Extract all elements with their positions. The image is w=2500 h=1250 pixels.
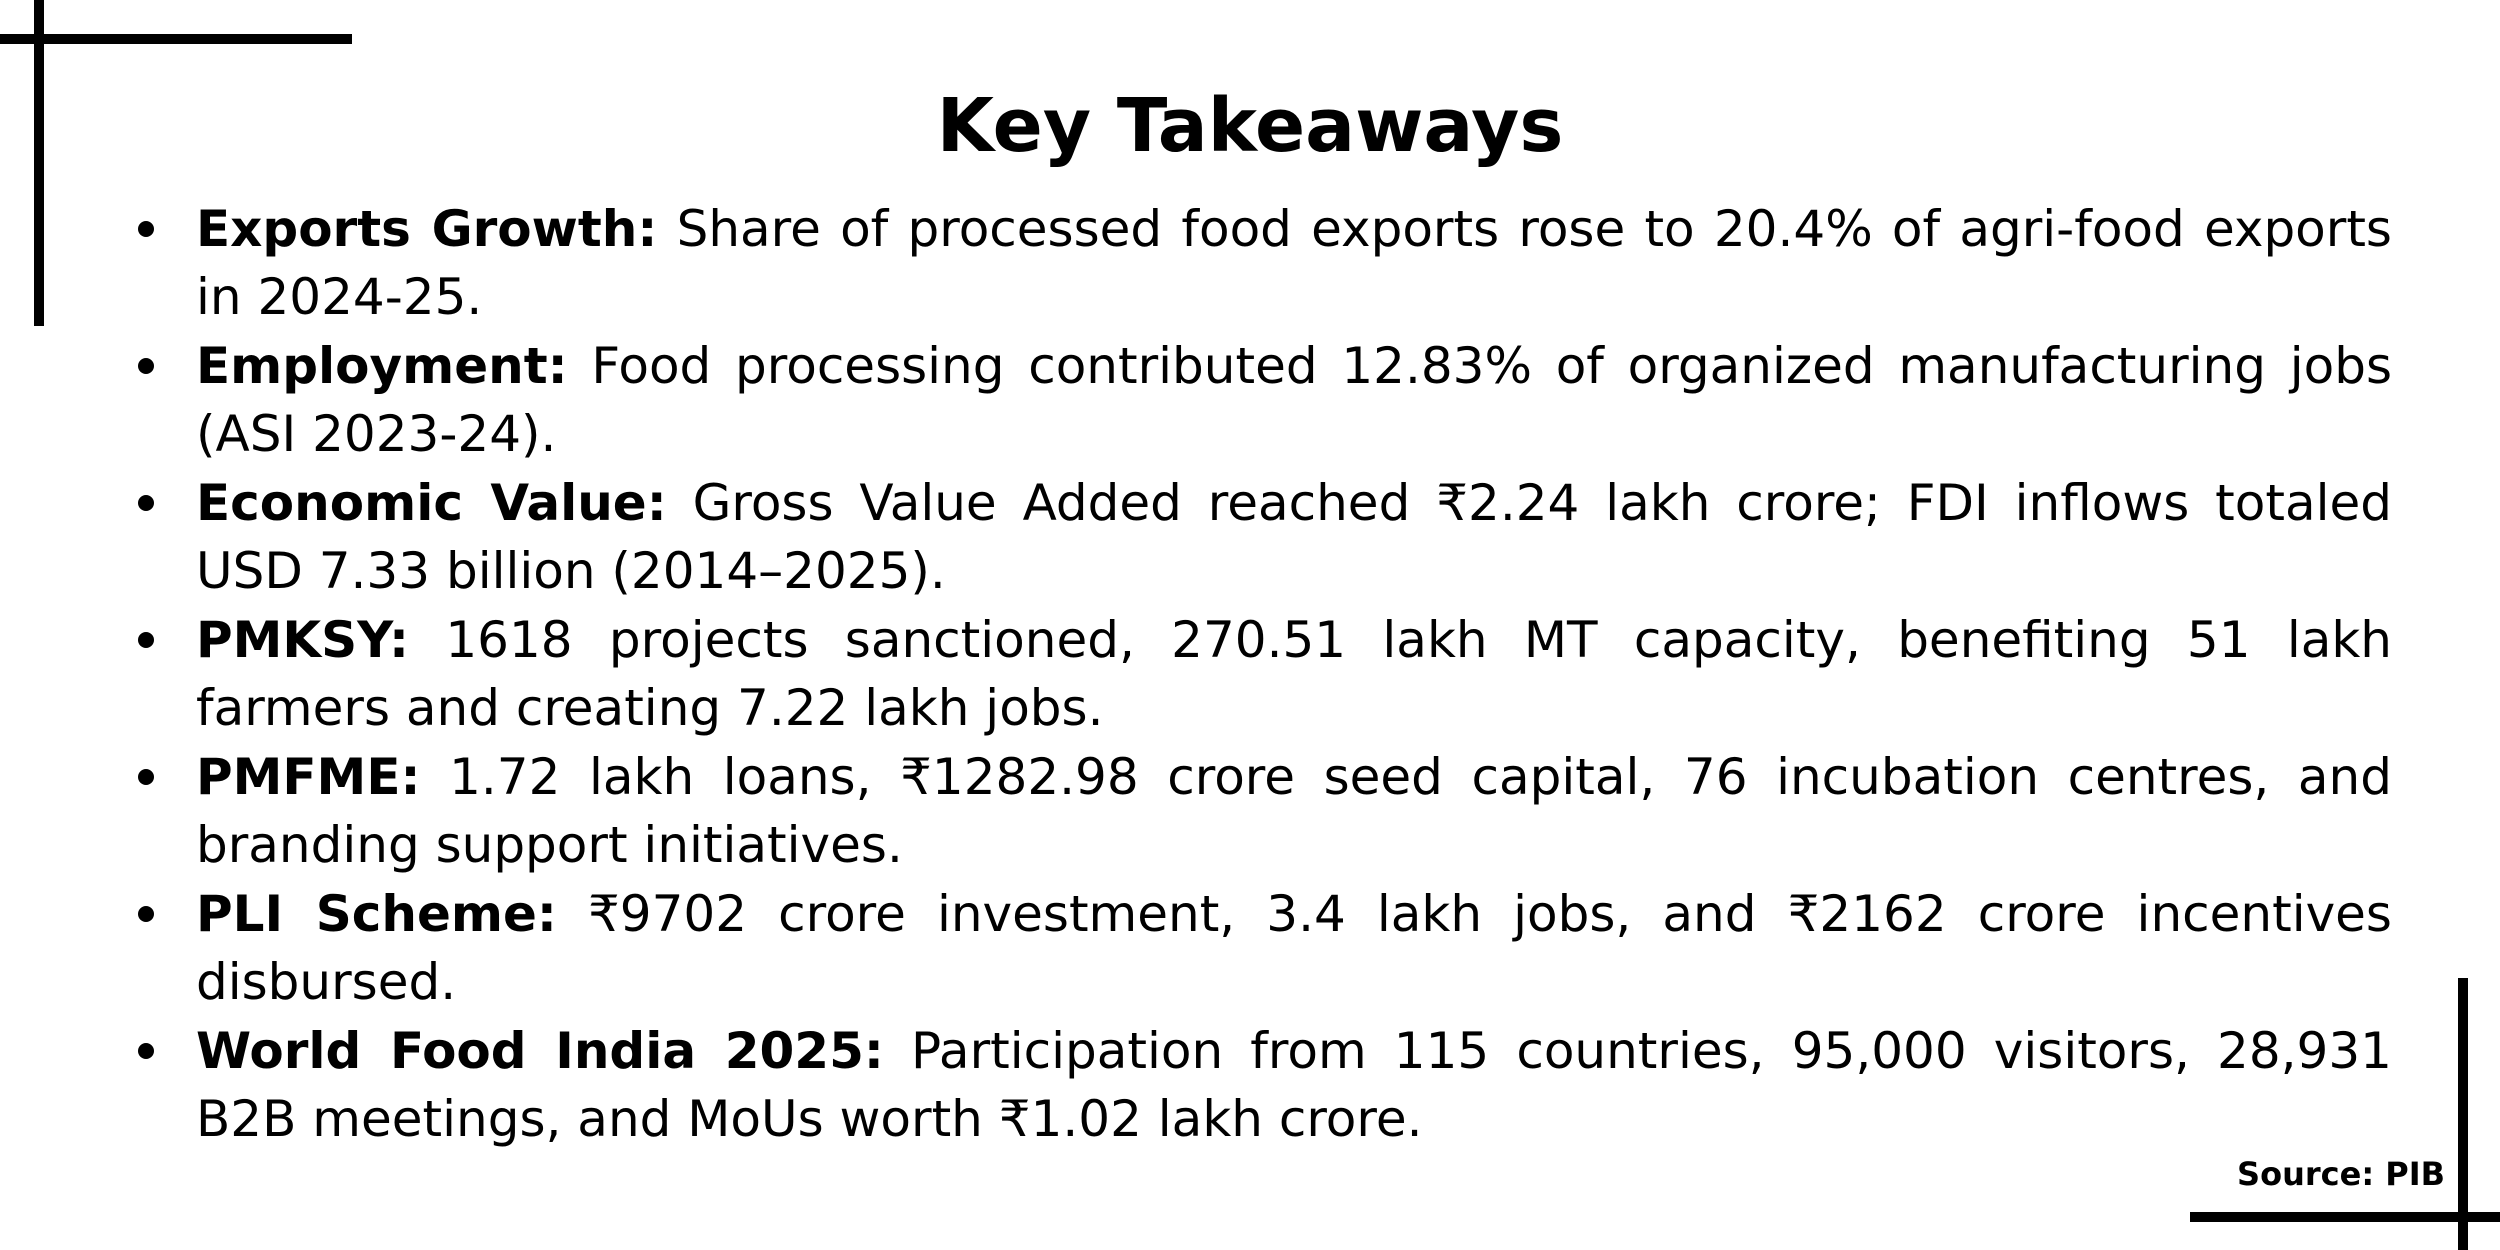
takeaway-text: 1618 projects sanctioned, 270.51 lakh MT… (196, 611, 2392, 737)
takeaway-text: ₹9702 crore investment, 3.4 lakh jobs, a… (196, 885, 2392, 1011)
corner-frame-bottom-right-vertical (2458, 978, 2468, 1250)
page-title: Key Takeaways (936, 83, 1564, 169)
bullet-icon (138, 358, 154, 374)
takeaway-exports-growth: Exports Growth: Share of processed food … (138, 195, 2392, 331)
takeaway-text: 1.72 lakh loans, ₹1282.98 crore seed cap… (196, 748, 2392, 874)
source-credit: Source: PIB (2237, 1155, 2445, 1193)
takeaway-label: Exports Growth: (196, 200, 658, 258)
takeaway-employment: Employment: Food processing contributed … (138, 332, 2392, 468)
takeaway-economic-value: Economic Value: Gross Value Added reache… (138, 469, 2392, 605)
takeaway-label: Economic Value: (196, 474, 667, 532)
bullet-icon (138, 1043, 154, 1059)
takeaway-world-food-india: World Food India 2025: Participation fro… (138, 1017, 2392, 1153)
takeaway-text: Gross Value Added reached ₹2.24 lakh cro… (196, 474, 2392, 600)
bullet-icon (138, 906, 154, 922)
takeaway-label: World Food India 2025: (196, 1022, 884, 1080)
takeaway-pli-scheme: PLI Scheme: ₹9702 crore investment, 3.4 … (138, 880, 2392, 1016)
corner-frame-bottom-right-horizontal (2190, 1212, 2500, 1222)
takeaway-text: Participation from 115 countries, 95,000… (196, 1022, 2392, 1148)
takeaway-label: PMKSY: (196, 611, 410, 669)
bullet-icon (138, 632, 154, 648)
takeaway-label: PLI Scheme: (196, 885, 557, 943)
takeaways-list: Exports Growth: Share of processed food … (138, 195, 2392, 1154)
bullet-icon (138, 221, 154, 237)
takeaway-label: Employment: (196, 337, 568, 395)
bullet-icon (138, 769, 154, 785)
takeaway-pmfme: PMFME: 1.72 lakh loans, ₹1282.98 crore s… (138, 743, 2392, 879)
takeaway-pmksy: PMKSY: 1618 projects sanctioned, 270.51 … (138, 606, 2392, 742)
corner-frame-top-left-vertical (34, 0, 44, 326)
takeaway-label: PMFME: (196, 748, 421, 806)
corner-frame-top-left-horizontal (0, 34, 352, 44)
takeaway-text: Food processing contributed 12.83% of or… (196, 337, 2392, 463)
bullet-icon (138, 495, 154, 511)
takeaway-text: Share of processed food exports rose to … (196, 200, 2392, 326)
